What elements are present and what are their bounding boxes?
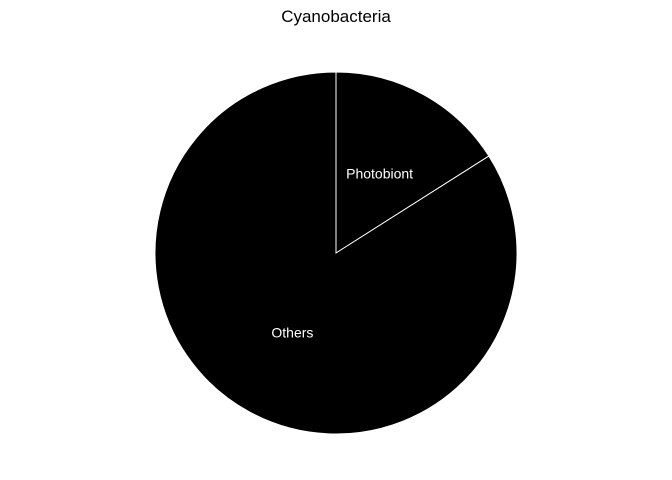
chart-title: Cyanobacteria (281, 7, 391, 26)
pie-slice-others (154, 71, 518, 435)
slice-label-photobiont: Photobiont (346, 166, 413, 182)
pie-labels: Photobiont Others (271, 166, 413, 341)
pie-slices (154, 71, 518, 435)
slice-label-others: Others (271, 324, 313, 340)
pie-slice-photobiont (335, 71, 490, 254)
